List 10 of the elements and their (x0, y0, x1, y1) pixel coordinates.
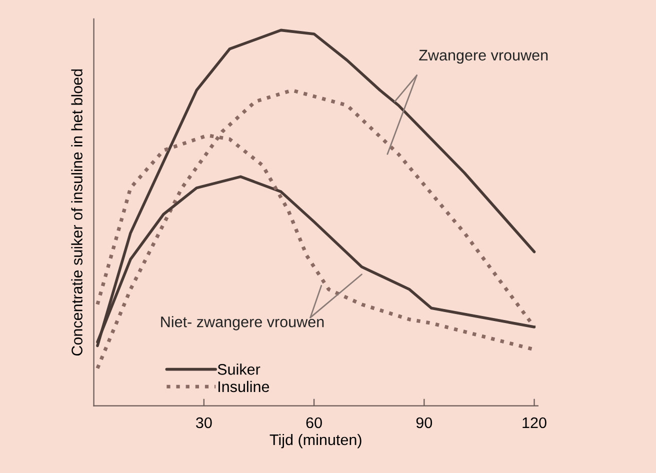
annotation: Niet- zwangere vrouwen (161, 316, 324, 330)
x-axis-title: Tijd (minuten) (270, 434, 362, 448)
x-tick-label: 90 (416, 417, 432, 428)
x-tick-label: 120 (522, 417, 546, 428)
x-tick-label: 30 (196, 417, 212, 428)
legend-label: Suiker (218, 364, 260, 375)
legend-label: Insuline (218, 380, 270, 392)
y-axis-title: Concentratie suiker of insuline in het bloed (71, 69, 82, 356)
x-tick-label: 60 (306, 417, 322, 428)
annotation: Zwangere vrouwen (419, 50, 548, 64)
